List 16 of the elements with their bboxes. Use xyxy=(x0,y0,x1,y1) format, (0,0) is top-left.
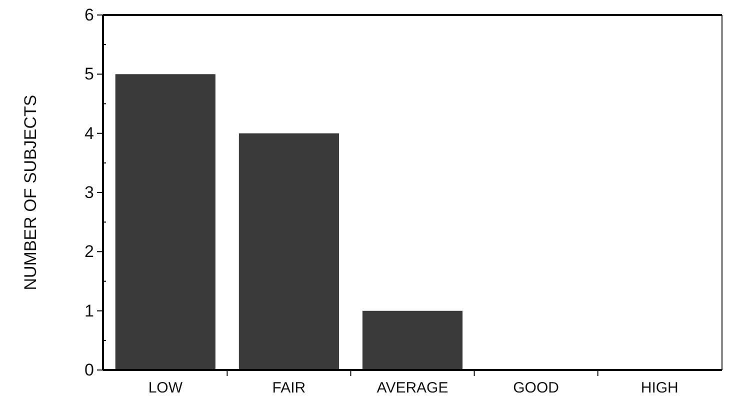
x-tick-label: LOW xyxy=(148,380,184,397)
x-tick-label: FAIR xyxy=(272,380,306,397)
y-tick-label: 6 xyxy=(84,5,94,24)
bar xyxy=(115,74,216,370)
y-tick-label: 2 xyxy=(84,242,94,262)
bar xyxy=(362,310,463,370)
bar xyxy=(238,133,339,370)
y-tick-label: 5 xyxy=(84,64,94,84)
y-tick-label: 4 xyxy=(84,124,94,143)
y-axis-title: NUMBER OF SUBJECTS xyxy=(21,94,40,290)
x-tick-label: AVERAGE xyxy=(376,380,448,397)
x-tick-label: HIGH xyxy=(640,380,678,397)
y-tick-label: 1 xyxy=(84,301,94,320)
y-tick-label: 3 xyxy=(84,182,94,202)
y-tick-label: 0 xyxy=(84,360,94,380)
x-tick-label: GOOD xyxy=(513,380,560,397)
